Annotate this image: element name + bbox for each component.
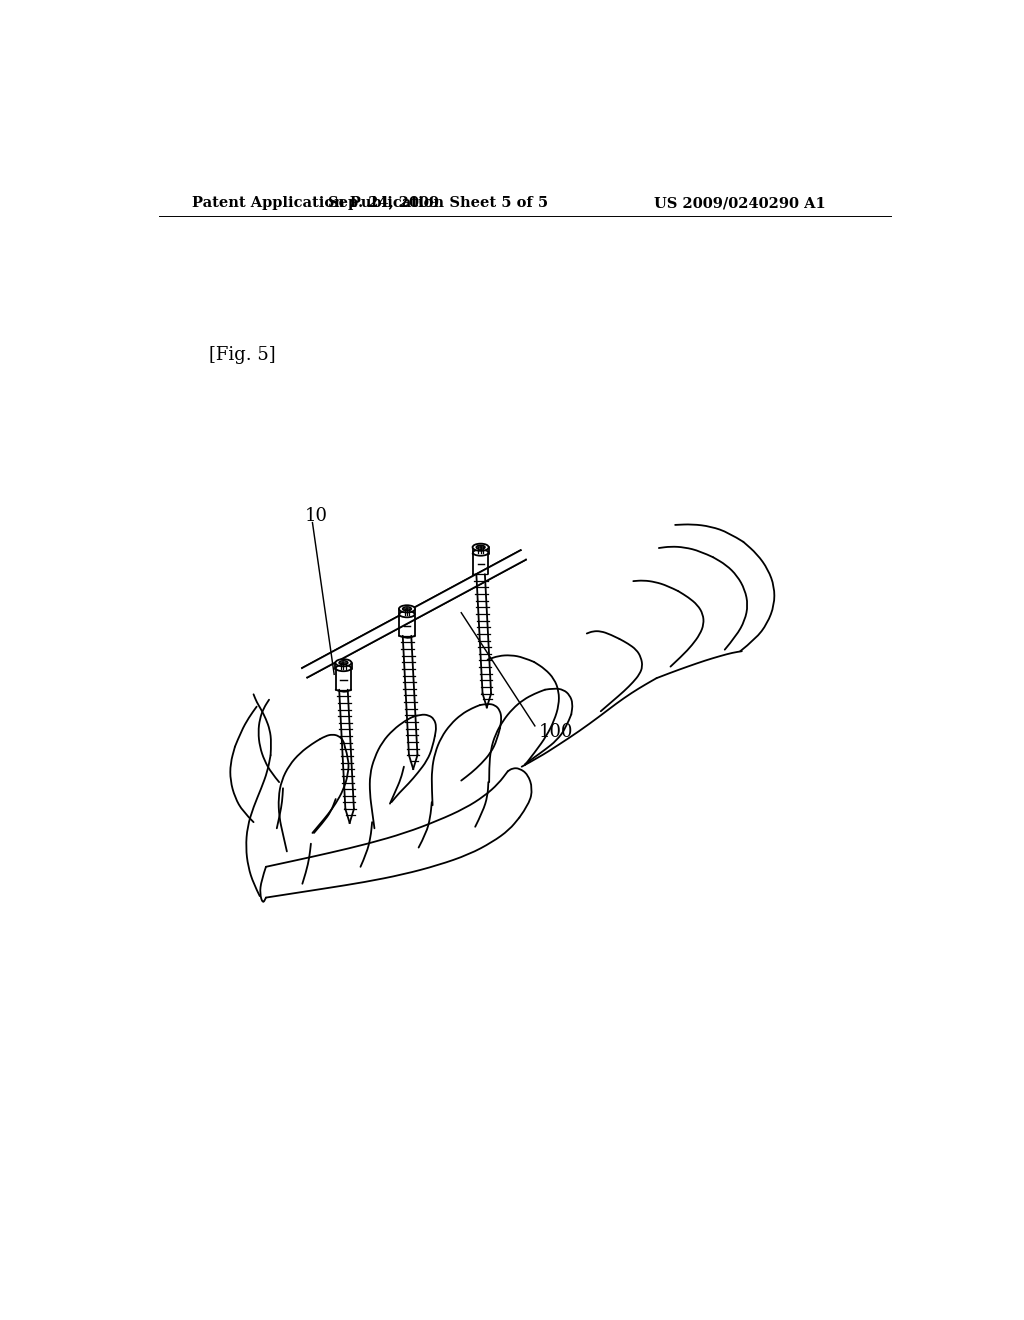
Ellipse shape bbox=[399, 606, 415, 612]
Ellipse shape bbox=[336, 659, 351, 667]
Text: Patent Application Publication: Patent Application Publication bbox=[191, 197, 443, 210]
Text: [Fig. 5]: [Fig. 5] bbox=[209, 346, 276, 364]
Ellipse shape bbox=[339, 661, 348, 665]
Ellipse shape bbox=[399, 611, 415, 618]
Ellipse shape bbox=[472, 544, 488, 550]
Text: Sep. 24, 2009  Sheet 5 of 5: Sep. 24, 2009 Sheet 5 of 5 bbox=[328, 197, 548, 210]
Text: US 2009/0240290 A1: US 2009/0240290 A1 bbox=[654, 197, 826, 210]
Text: 10: 10 bbox=[305, 507, 328, 525]
Polygon shape bbox=[302, 550, 526, 677]
Ellipse shape bbox=[473, 549, 488, 556]
Ellipse shape bbox=[336, 665, 351, 672]
Ellipse shape bbox=[476, 545, 485, 549]
Text: 100: 100 bbox=[539, 723, 573, 741]
Ellipse shape bbox=[402, 607, 412, 611]
